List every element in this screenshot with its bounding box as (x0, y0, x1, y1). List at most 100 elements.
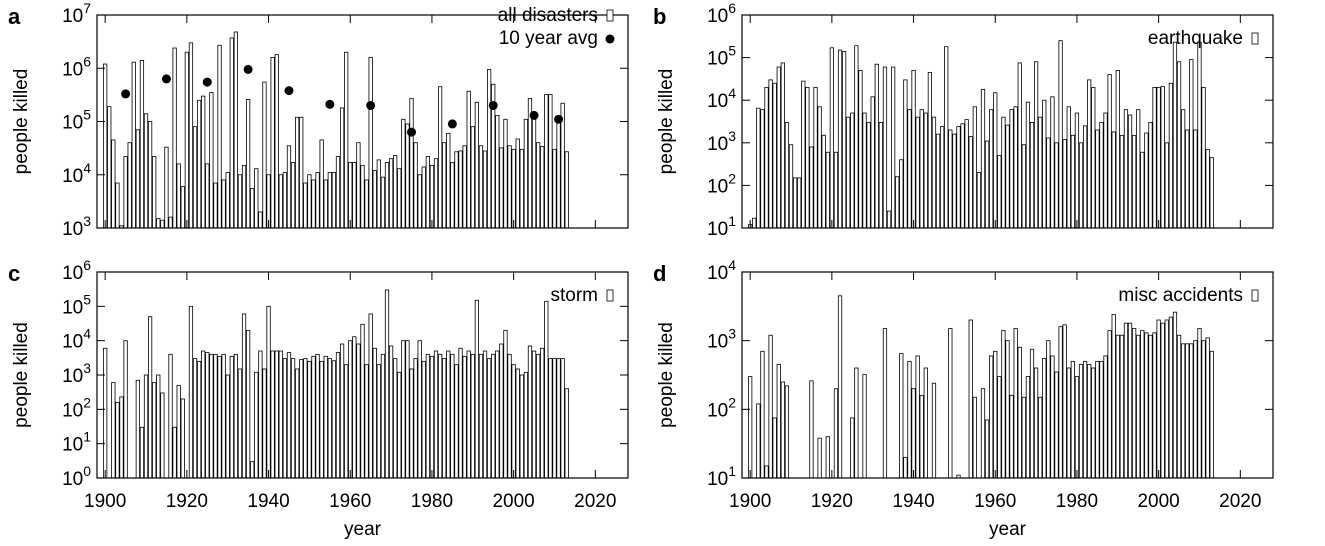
bar (115, 182, 120, 229)
bar (756, 403, 761, 479)
x-tick-label: 1980 (1056, 491, 1098, 512)
bar (433, 158, 439, 229)
bar (776, 364, 781, 479)
bar (813, 86, 818, 229)
bar (1201, 86, 1206, 229)
bar (519, 148, 524, 229)
bar (772, 417, 777, 479)
bar (968, 319, 973, 479)
bar (246, 329, 251, 479)
bar (907, 109, 912, 229)
bar (1066, 367, 1071, 479)
bar (295, 368, 300, 479)
bar (956, 126, 961, 229)
bar (1038, 116, 1043, 229)
bar (421, 166, 426, 229)
bar (960, 123, 965, 229)
bar (1144, 332, 1149, 479)
bar (152, 156, 157, 229)
bar (229, 355, 234, 479)
bar (1168, 82, 1174, 229)
bar (1013, 106, 1018, 229)
legend-label: storm (551, 285, 599, 306)
bar (250, 461, 255, 479)
x-tick-label: 1940 (247, 491, 289, 512)
bar (409, 98, 414, 229)
bar (1144, 132, 1149, 229)
bar (368, 313, 373, 479)
bar (841, 50, 847, 229)
bar (1082, 125, 1088, 229)
bar (299, 116, 304, 229)
x-tick-label: 2000 (1137, 491, 1179, 512)
bar (1193, 340, 1198, 479)
bar (156, 374, 161, 479)
bar (417, 340, 422, 479)
bar (352, 336, 357, 479)
bar (1054, 142, 1059, 229)
bar (462, 355, 467, 479)
y-tick-label: 106 (62, 53, 91, 80)
bar (127, 142, 132, 229)
y-axis-label: people killed (11, 69, 32, 175)
bar (168, 216, 173, 229)
bar (829, 47, 834, 229)
bar (209, 353, 214, 479)
bar (458, 150, 463, 229)
bar (413, 358, 418, 479)
bar (160, 219, 165, 229)
bar (176, 384, 181, 479)
bar (1181, 343, 1186, 479)
bar (1058, 326, 1063, 479)
bar (1189, 59, 1194, 229)
bar (372, 170, 377, 229)
bar (107, 106, 112, 229)
bar (380, 353, 386, 479)
bar (262, 368, 267, 479)
bar (764, 86, 769, 229)
bar (393, 358, 398, 479)
bar (1087, 364, 1092, 479)
y-tick-label: 103 (707, 128, 736, 155)
bar (784, 385, 790, 479)
bar (437, 353, 443, 479)
y-tick-label: 103 (62, 213, 91, 240)
bar (147, 316, 153, 479)
bar (1033, 367, 1039, 479)
bar (907, 360, 912, 479)
bar (833, 151, 839, 229)
bar (356, 142, 361, 229)
bar (1103, 355, 1108, 479)
bar (1140, 330, 1145, 479)
bar (899, 159, 904, 229)
bar (874, 63, 879, 229)
bar (474, 101, 479, 229)
bar (262, 81, 267, 229)
bar (1168, 316, 1174, 479)
bar (278, 350, 283, 479)
bar (866, 122, 871, 229)
bar (519, 374, 524, 479)
bar (1185, 129, 1190, 229)
bar (1103, 112, 1108, 229)
bar (221, 353, 226, 479)
avg-point (161, 74, 171, 84)
bar (854, 367, 859, 479)
bar (1176, 334, 1182, 479)
bar (1005, 124, 1010, 229)
bar (221, 179, 226, 229)
bar (854, 45, 859, 229)
y-axis-label: people killed (656, 69, 677, 175)
bar (891, 66, 896, 229)
bar (323, 355, 328, 479)
bar (1050, 355, 1055, 479)
bar (1164, 319, 1169, 479)
bar (984, 419, 990, 479)
avg-point (554, 114, 564, 124)
y-tick-label: 107 (62, 0, 91, 27)
y-axis-label: people killed (656, 322, 677, 428)
bar (470, 353, 475, 479)
y-tick-label: 102 (707, 170, 736, 197)
bar (948, 328, 953, 479)
bar (531, 115, 537, 229)
